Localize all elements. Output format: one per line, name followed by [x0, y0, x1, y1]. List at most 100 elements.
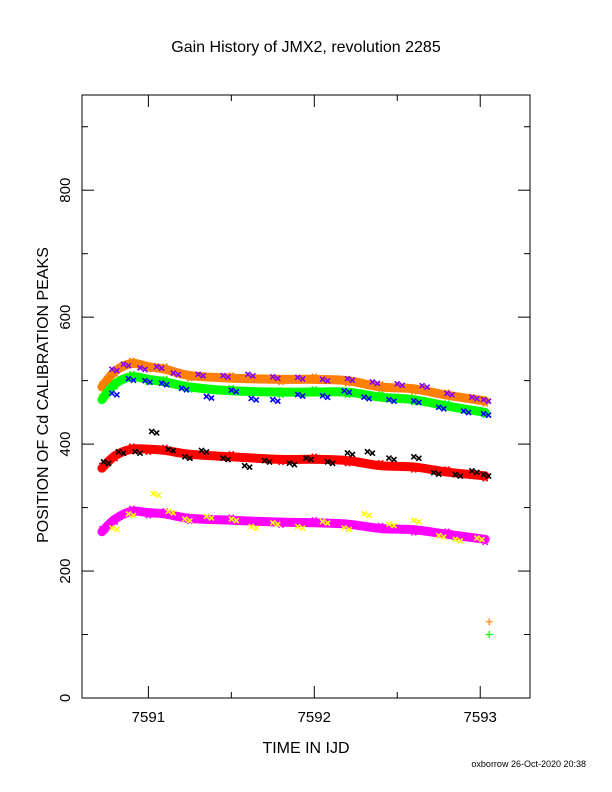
- series-4-point: [98, 462, 105, 469]
- series-3-point: [480, 410, 487, 417]
- series-0-point: [161, 363, 169, 370]
- series-1-point: [170, 369, 177, 377]
- series-7-point: [253, 525, 260, 532]
- series-1-point: [224, 373, 232, 381]
- series-1-point: [424, 384, 431, 391]
- series-5-point: [170, 447, 177, 454]
- series-7-point: [361, 510, 368, 517]
- series-1: [108, 361, 492, 405]
- series-9-marker: [485, 631, 493, 639]
- series-5-point: [390, 456, 398, 463]
- series-7-point: [478, 536, 485, 543]
- series-1-point: [473, 395, 480, 402]
- series-3-point: [465, 409, 472, 416]
- series-1-point: [219, 372, 227, 379]
- series-1-point: [299, 375, 306, 383]
- series-5-point: [435, 471, 442, 478]
- series-7-point: [108, 524, 115, 531]
- series-1-point: [443, 390, 451, 397]
- series-5-point: [415, 455, 422, 462]
- y-axis-label: POSITION OF Cd CALIBRATION PEAKS: [35, 247, 52, 543]
- series-2-point: [410, 399, 417, 406]
- series-2: [97, 370, 490, 419]
- series-7-point: [294, 523, 301, 530]
- series-2-point: [145, 379, 152, 386]
- series-3-point: [460, 408, 467, 415]
- series-5-point: [198, 447, 205, 454]
- series-1-point: [137, 364, 144, 372]
- series-7-point: [228, 515, 235, 523]
- series-6-point: [145, 512, 152, 519]
- series-7-point: [233, 517, 240, 524]
- series-7-point: [155, 492, 162, 499]
- series-1-point: [374, 380, 381, 387]
- series-3-point: [299, 393, 306, 400]
- series-3: [108, 375, 492, 419]
- series-4-point: [228, 450, 235, 457]
- series-3-point: [324, 394, 331, 401]
- footer-credit: oxborrow 26-Oct-2020 20:38: [471, 759, 586, 769]
- series-1-point: [142, 366, 149, 373]
- series-1-point: [269, 373, 276, 380]
- series-4-point: [278, 459, 285, 466]
- series-5-point: [105, 460, 112, 467]
- x-tick-label: 7593: [464, 709, 497, 726]
- series-1-point: [369, 378, 376, 385]
- series-0-point: [186, 375, 193, 382]
- series-7-point: [248, 523, 255, 530]
- series-3-point: [146, 379, 154, 386]
- series-6-point: [112, 518, 119, 526]
- series-3-point: [130, 377, 137, 384]
- series-1-point: [448, 391, 456, 398]
- series-1-point: [344, 375, 351, 382]
- series-3-point: [274, 398, 281, 405]
- series-3-point: [178, 385, 185, 392]
- series-7-point: [435, 532, 442, 539]
- series-1-point: [153, 363, 160, 370]
- series-1-point: [399, 382, 406, 389]
- series-6-point: [377, 522, 384, 529]
- series-7-point: [324, 519, 331, 527]
- series-5-point: [452, 471, 459, 478]
- series-5-point: [286, 460, 293, 467]
- series-3-point: [208, 394, 215, 402]
- series-3-point: [415, 399, 422, 406]
- series-5-point: [329, 460, 336, 467]
- series-6-point: [410, 529, 417, 536]
- series-3-point: [390, 398, 398, 405]
- series-1-point: [468, 394, 475, 401]
- series-3-point: [108, 390, 115, 397]
- series-5-point: [430, 469, 437, 476]
- series-4-point: [377, 459, 384, 466]
- series-5-point: [480, 471, 487, 478]
- y-tick-label: 600: [57, 305, 74, 330]
- series-5-point: [219, 455, 227, 462]
- series-5-point: [120, 450, 127, 457]
- series-4-point: [145, 449, 152, 456]
- series-1-point: [108, 366, 115, 373]
- series-5-point: [324, 458, 331, 465]
- series-8-marker: [485, 618, 493, 626]
- series-1-point: [244, 371, 251, 378]
- series-4-point: [128, 443, 135, 450]
- series-1-point: [480, 396, 487, 403]
- series-3-point: [485, 412, 492, 419]
- series-5-point: [349, 451, 356, 458]
- series-1-point: [249, 372, 256, 379]
- series-3-point: [366, 395, 373, 402]
- series-3-point: [294, 391, 301, 398]
- series-3-point: [361, 394, 368, 401]
- series-layer: [97, 357, 493, 639]
- series-4-point: [410, 466, 417, 474]
- series-0-point: [410, 388, 417, 395]
- series-5-point: [369, 450, 376, 457]
- series-3-point: [228, 387, 235, 394]
- series-7-point: [181, 515, 188, 523]
- y-tick-label: 400: [57, 432, 74, 457]
- series-1-point: [158, 365, 165, 372]
- series-3-point: [346, 389, 353, 396]
- plot-border: [81, 94, 531, 699]
- series-4-point: [161, 444, 169, 451]
- series-2-point: [98, 393, 105, 400]
- series-7-point: [113, 526, 120, 533]
